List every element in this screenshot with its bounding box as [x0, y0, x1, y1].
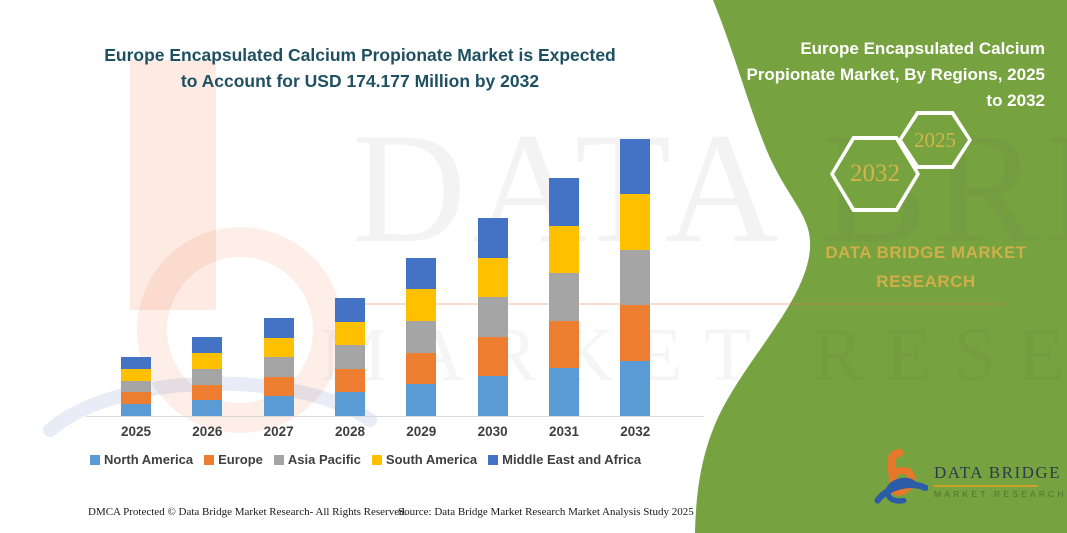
legend-label: Middle East and Africa	[502, 452, 642, 467]
hexagon-2032: 2032	[830, 136, 920, 212]
logo-underline	[934, 485, 1038, 487]
dmca-footer-text: DMCA Protected © Data Bridge Market Rese…	[88, 506, 408, 518]
x-axis-label: 2027	[263, 424, 294, 439]
x-axis-label: 2031	[548, 424, 579, 439]
panel-title: Europe Encapsulated Calcium Propionate M…	[746, 39, 1045, 110]
legend-swatch	[371, 454, 382, 465]
bar-segment-2028	[334, 345, 365, 369]
bar-segment-2027	[263, 396, 294, 416]
legend-swatch	[273, 454, 284, 465]
legend-label: Europe	[218, 452, 263, 467]
chart-legend: North America Europe Asia Pacific South Ame…	[90, 452, 710, 467]
bar-segment-2031	[548, 178, 579, 226]
bar-segment-2027	[263, 337, 294, 358]
bar-segment-2029	[406, 257, 437, 290]
chart-title: Europe Encapsulated Calcium Propionate M…	[104, 45, 616, 91]
legend-item: North America	[90, 452, 193, 467]
hexagon-2032-label: 2032	[834, 140, 916, 208]
bar-segment-2028	[334, 298, 365, 322]
logo-name: DATA BRIDGE	[934, 463, 1062, 482]
legend-label: Asia Pacific	[287, 452, 361, 467]
legend-label: North America	[104, 452, 194, 467]
bar-2028	[334, 298, 365, 416]
legend-item: Europe	[204, 452, 263, 467]
x-axis-labels: 2025 2026 2027 2028 2029 2030 2031 2032	[86, 424, 704, 442]
bar-segment-2030	[477, 376, 508, 416]
x-axis-label: 2025	[120, 424, 152, 439]
legend-label: South America	[385, 452, 478, 467]
bar-segment-2031	[548, 368, 579, 416]
logo-text-block: DATA BRIDGE MARKET RESEARCH	[934, 463, 1067, 499]
bar-segment-2026	[192, 384, 223, 401]
bar-segment-2026	[192, 400, 223, 416]
bar-segment-2025	[121, 404, 151, 416]
legend-swatch	[90, 454, 100, 465]
bar-segment-2028	[334, 368, 365, 393]
bar-segment-2031	[548, 225, 579, 274]
bar-segment-2027	[263, 318, 294, 338]
bar-2030	[477, 218, 508, 416]
legend-swatch	[488, 454, 499, 465]
bar-segment-2029	[406, 384, 437, 416]
bar-segment-2029	[406, 352, 437, 385]
bar-segment-2028	[334, 392, 365, 416]
x-axis-label: 2030	[477, 424, 508, 439]
bar-segment-2030	[477, 297, 508, 337]
bar-segment-2026	[192, 353, 223, 369]
bar-segment-2026	[192, 368, 223, 385]
bar-2025	[121, 357, 151, 416]
bar-segment-2025	[121, 392, 151, 405]
x-axis-line	[86, 416, 704, 417]
legend-item: South America	[371, 452, 478, 467]
x-axis-label: 2028	[334, 424, 365, 439]
bar-segment-2029	[406, 289, 437, 322]
logo-subtitle: MARKET RESEARCH	[934, 489, 1067, 499]
bar-segment-2028	[334, 321, 365, 346]
bar-2031	[548, 178, 579, 416]
bar-segment-2027	[263, 357, 294, 377]
data-bridge-logo: DATA BRIDGE MARKET RESEARCH	[874, 447, 1067, 509]
bar-segment-2029	[406, 321, 437, 353]
hexagon-2025-label: 2025	[902, 115, 968, 165]
bar-2026	[192, 337, 223, 416]
brand-wordmark: DATA BRIDGE MARKET RESEARCH	[825, 243, 1027, 291]
bar-segment-2032	[620, 360, 651, 416]
x-axis-label: 2026	[192, 424, 223, 439]
bar-2029	[406, 257, 437, 416]
bar-segment-2025	[121, 380, 151, 393]
bar-segment-2030	[477, 336, 508, 377]
bar-segment-2030	[477, 218, 508, 258]
x-axis-label: 2029	[406, 424, 437, 439]
bar-chart-plot-area	[86, 119, 704, 417]
bar-2032	[620, 139, 651, 416]
bar-segment-2031	[548, 273, 579, 321]
legend-item: Middle East and Africa	[488, 452, 641, 467]
x-axis-label: 2032	[620, 424, 651, 439]
legend-swatch	[204, 454, 215, 465]
bar-segment-2032	[620, 194, 651, 250]
bar-2027	[263, 318, 294, 416]
bar-segment-2032	[620, 249, 651, 306]
bar-segment-2027	[263, 376, 294, 397]
legend-item: Asia Pacific	[273, 452, 361, 467]
bar-segment-2032	[620, 305, 651, 361]
data-bridge-logo-icon	[874, 448, 928, 504]
bar-segment-2030	[477, 257, 508, 298]
source-footer-text: Source: Data Bridge Market Research Mark…	[398, 506, 694, 518]
bar-segment-2025	[121, 368, 151, 381]
bar-segment-2031	[548, 320, 579, 369]
bar-segment-2026	[192, 337, 223, 354]
bar-segment-2025	[121, 357, 151, 369]
bar-segment-2032	[620, 139, 651, 195]
